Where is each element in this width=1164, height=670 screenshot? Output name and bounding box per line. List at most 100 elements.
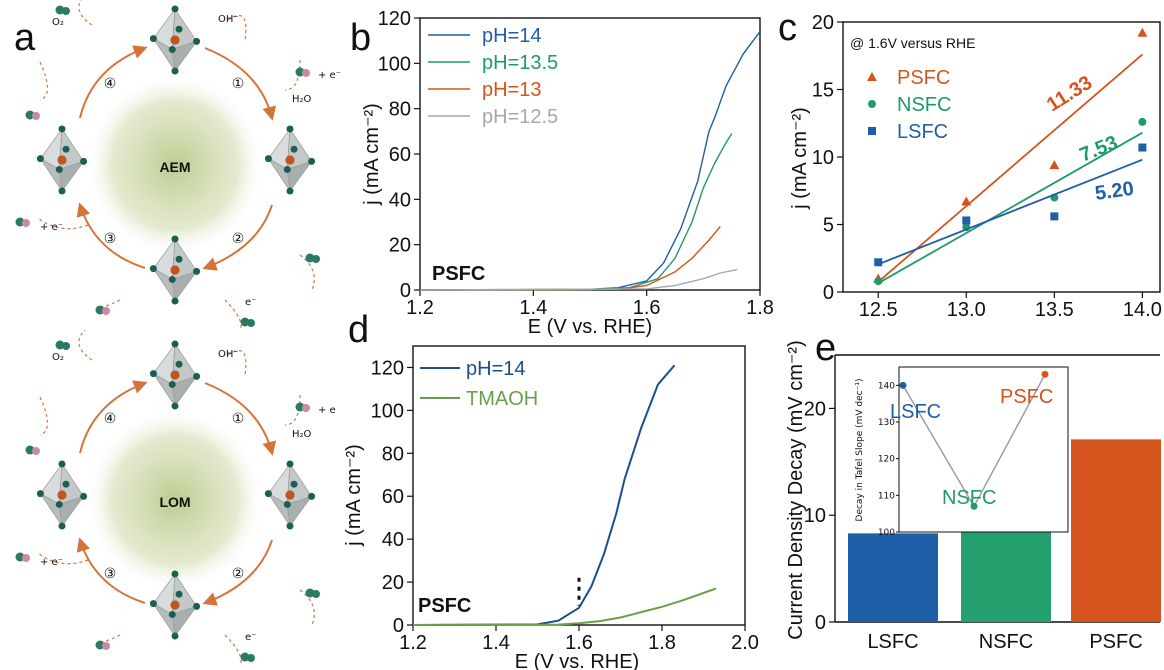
oxygen-vertex (171, 297, 179, 305)
oxygen-vertex (58, 125, 66, 133)
step-number: ② (232, 566, 245, 582)
legend-label: NSFC (897, 94, 951, 116)
molecule-atom (22, 554, 30, 562)
octahedron-icon (149, 5, 201, 75)
center-label: LOM (159, 494, 190, 510)
octahedron-face (58, 160, 85, 193)
oxygen-vertex (283, 165, 291, 173)
legend-label: PSFC (897, 67, 950, 89)
cycle-arrow (202, 204, 273, 271)
data-point-LSFC (962, 216, 971, 225)
panel-letter-d: d (348, 309, 369, 351)
glow-background (85, 408, 265, 592)
molecule-atom (62, 342, 70, 350)
oxygen-vertex (290, 480, 298, 488)
oxygen-vertex (62, 145, 70, 153)
panel-letter-c: c (778, 7, 797, 49)
y-tick-label: 0 (815, 612, 826, 634)
oxygen-vertex (286, 125, 294, 133)
y-axis-label: j (mA cm⁻²) (361, 103, 383, 206)
y-tick-label: 15 (812, 80, 834, 102)
y-tick-label: 80 (389, 99, 411, 121)
octahedron-face (171, 270, 198, 303)
y-tick-label: 120 (371, 357, 404, 379)
x-tick-label: 13.0 (947, 299, 986, 321)
oxygen-vertex (286, 460, 294, 468)
lom-cycle: LOM ① ② ③ ④ O₂ OH⁻ + e H₂O + e⁻ e⁻ (15, 329, 336, 666)
step-number: ④ (104, 76, 117, 92)
legend-label: pH=13.5 (482, 52, 558, 74)
slope-label: 11.33 (1043, 72, 1096, 117)
oxygen-vertex (149, 35, 157, 43)
dashed-arrow (37, 552, 89, 565)
oxygen-vertex (149, 265, 157, 273)
molecule-atom (102, 307, 110, 315)
panel-d-chart: d 1.2 1.4 1.6 1.8 2.0 0 20 40 60 80 100 120 pH=14 TMA… (343, 309, 759, 670)
bar-NSFC (961, 519, 1051, 622)
oxygen-vertex (175, 360, 183, 368)
y-tick-label: 60 (389, 144, 411, 166)
fit-line-PSFC (877, 53, 1143, 283)
dashed-arrow (299, 254, 315, 291)
x-tick-label: 1.8 (648, 632, 676, 654)
molecule-atom (312, 590, 320, 598)
oxygen-vertex (286, 522, 294, 530)
inset-y-tick-label: 140 (878, 381, 895, 391)
legend-label: pH=13 (482, 79, 542, 101)
dashed-arrow (37, 217, 89, 230)
fit-line-NSFC (877, 131, 1143, 284)
molecule-atom (312, 255, 320, 263)
panel-c-chart: c 12.5 13.0 13.5 14.0 0 5 10 15 20 @ 1.6V versus … (778, 7, 1162, 321)
oxygen-vertex (264, 490, 272, 498)
metal-center (170, 35, 180, 45)
octahedron-face (286, 495, 313, 528)
panel-b-plot-area: 1.2 1.4 1.6 1.8 0 20 40 60 80 100 120 pH=14 pH=13.5 p… (361, 8, 774, 338)
legend-label: TMAOH (466, 388, 538, 410)
oxygen-vertex (168, 45, 176, 53)
inset-point-LSFC (899, 381, 907, 389)
y-tick-label: 120 (378, 8, 411, 30)
inset-frame (898, 366, 1069, 533)
slope-label: 7.53 (1077, 132, 1121, 167)
oxygen-vertex (283, 500, 291, 508)
y-tick-label: 0 (400, 280, 411, 302)
octahedron-face (171, 605, 198, 638)
step-number: ③ (104, 566, 117, 582)
x-tick-label: 1.4 (519, 297, 547, 319)
metal-center (57, 155, 67, 165)
bar-PSFC (1071, 439, 1161, 622)
panel-letter-a: a (14, 17, 36, 59)
oxygen-vertex (175, 255, 183, 263)
inset-label: LSFC (890, 401, 941, 423)
inset-y-tick-label: 130 (878, 418, 895, 428)
series-line-pH=14 (419, 31, 761, 291)
octahedron-icon (149, 235, 201, 305)
y-tick-label: 20 (389, 235, 411, 257)
step-number: ① (232, 411, 245, 427)
cycle-arrow (79, 45, 148, 119)
molecule-atom (32, 112, 40, 120)
x-axis-label: E (V vs. RHE) (528, 316, 652, 338)
panel-c-plot-area: 12.5 13.0 13.5 14.0 0 5 10 15 20 @ 1.6V versus RH… (789, 12, 1162, 321)
x-tick-label: 1.4 (482, 632, 510, 654)
legend-label: pH=14 (482, 25, 542, 47)
data-point-PSFC (1049, 160, 1060, 170)
molecule-atom (62, 7, 70, 15)
dashed-arrow (78, 329, 93, 361)
x-axis-label: E (V vs. RHE) (515, 651, 639, 670)
metal-center (57, 490, 67, 500)
oxygen-vertex (193, 602, 201, 610)
inset-y-tick-label: 100 (878, 528, 895, 538)
species-e: e⁻ (245, 632, 256, 643)
fit-line-LSFC (877, 158, 1143, 266)
y-tick-label: 80 (382, 443, 404, 465)
plot-frame (842, 21, 1161, 293)
chart-note: @ 1.6V versus RHE (850, 35, 975, 51)
oxygen-vertex (171, 235, 179, 243)
plot-annotation: PSFC (418, 595, 471, 617)
molecule-atom (102, 642, 110, 650)
oxygen-vertex (168, 380, 176, 388)
series-line-pH=14 (412, 364, 676, 626)
data-point-NSFC (874, 277, 883, 286)
